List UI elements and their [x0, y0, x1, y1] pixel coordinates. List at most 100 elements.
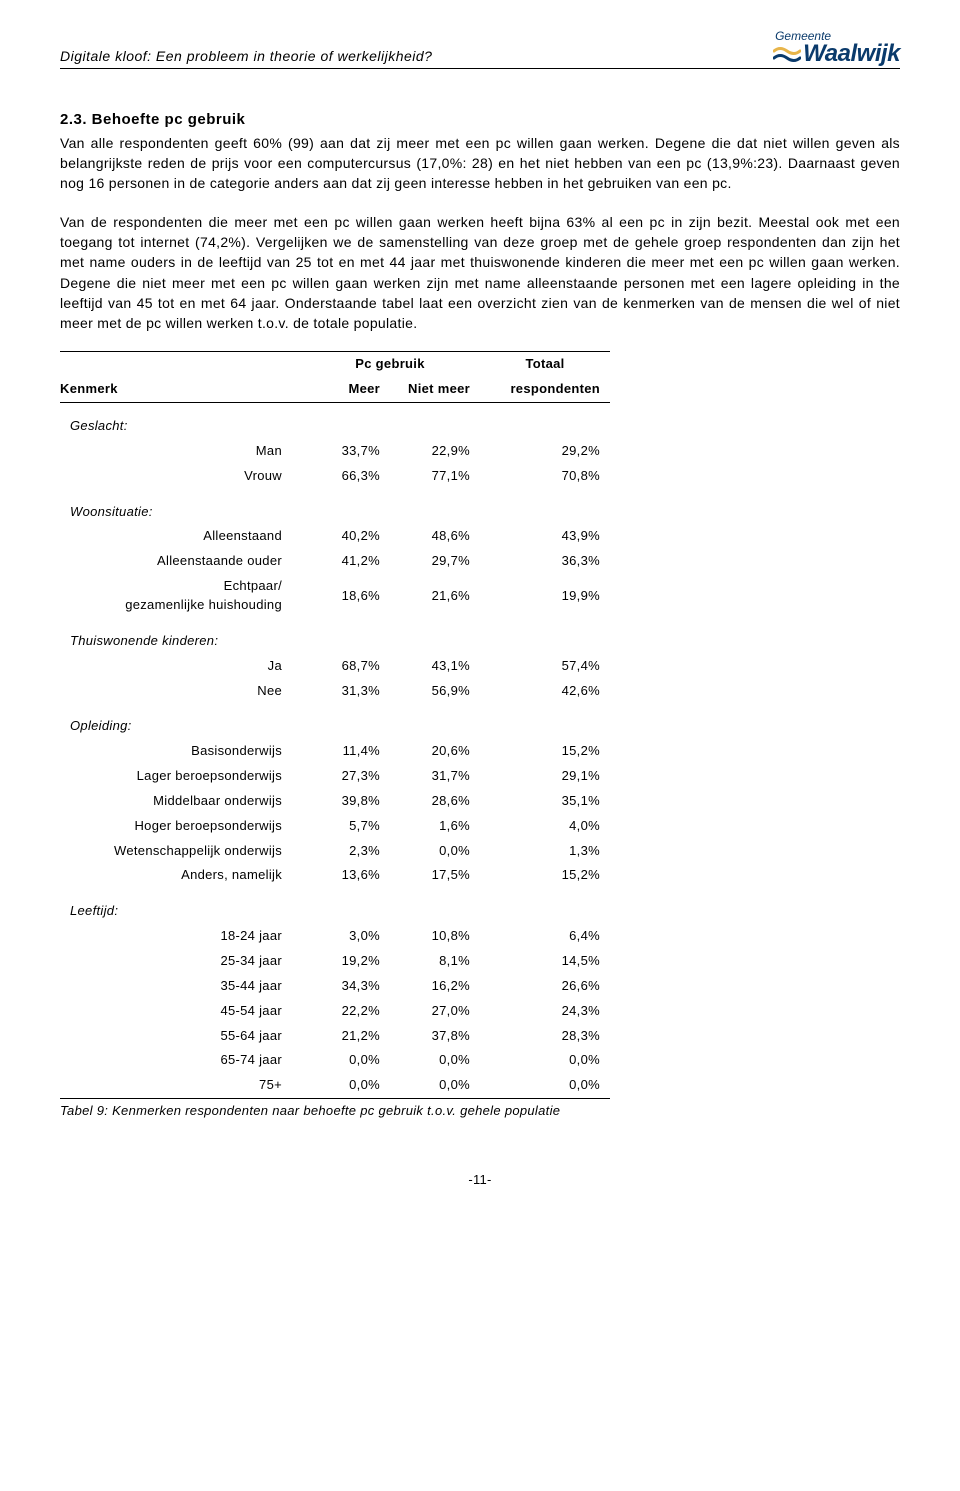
row-label: 55-64 jaar	[60, 1024, 300, 1049]
cell-value: 21,6%	[390, 574, 480, 618]
table-row: 55-64 jaar21,2%37,8%28,3%	[60, 1024, 610, 1049]
cell-value: 27,3%	[300, 764, 390, 789]
cell-value: 0,0%	[390, 1073, 480, 1098]
cell-value: 1,3%	[480, 839, 610, 864]
table-row: 18-24 jaar3,0%10,8%6,4%	[60, 924, 610, 949]
cell-value: 18,6%	[300, 574, 390, 618]
cell-value: 16,2%	[390, 974, 480, 999]
row-label: Alleenstaand	[60, 524, 300, 549]
table-row: 25-34 jaar19,2%8,1%14,5%	[60, 949, 610, 974]
cell-value: 70,8%	[480, 464, 610, 489]
row-label: Vrouw	[60, 464, 300, 489]
cell-value: 41,2%	[300, 549, 390, 574]
cell-value: 0,0%	[300, 1048, 390, 1073]
table-row: Middelbaar onderwijs39,8%28,6%35,1%	[60, 789, 610, 814]
data-table: Pc gebruik Totaal Kenmerk Meer Niet meer…	[60, 351, 610, 1098]
row-label: 65-74 jaar	[60, 1048, 300, 1073]
cell-value: 22,9%	[390, 439, 480, 464]
cell-value: 14,5%	[480, 949, 610, 974]
cell-value: 36,3%	[480, 549, 610, 574]
cell-value: 15,2%	[480, 863, 610, 888]
cell-value: 40,2%	[300, 524, 390, 549]
group-label: Thuiswonende kinderen:	[60, 618, 610, 654]
table-row: 45-54 jaar22,2%27,0%24,3%	[60, 999, 610, 1024]
row-label: Alleenstaande ouder	[60, 549, 300, 574]
cell-value: 13,6%	[300, 863, 390, 888]
paragraph-2: Van de respondenten die meer met een pc …	[60, 212, 900, 334]
col-group-totaal: Totaal	[480, 352, 610, 377]
page-number: -11-	[60, 1171, 900, 1190]
row-label: Nee	[60, 679, 300, 704]
cell-value: 0,0%	[390, 839, 480, 864]
cell-value: 8,1%	[390, 949, 480, 974]
cell-value: 35,1%	[480, 789, 610, 814]
row-label: Wetenschappelijk onderwijs	[60, 839, 300, 864]
cell-value: 26,6%	[480, 974, 610, 999]
doc-title: Digitale kloof: Een probleem in theorie …	[60, 46, 432, 66]
col-nietmeer: Niet meer	[390, 377, 480, 402]
table-row: Ja68,7%43,1%57,4%	[60, 654, 610, 679]
row-label: Echtpaar/gezamenlijke huishouding	[60, 574, 300, 618]
col-kenmerk: Kenmerk	[60, 377, 300, 402]
group-label: Woonsituatie:	[60, 489, 610, 525]
cell-value: 1,6%	[390, 814, 480, 839]
row-label: Basisonderwijs	[60, 739, 300, 764]
cell-value: 77,1%	[390, 464, 480, 489]
col-respondenten: respondenten	[480, 377, 610, 402]
table-row: Nee31,3%56,9%42,6%	[60, 679, 610, 704]
section-heading: 2.3. Behoefte pc gebruik	[60, 109, 900, 131]
cell-value: 0,0%	[390, 1048, 480, 1073]
cell-value: 2,3%	[300, 839, 390, 864]
table-row: Wetenschappelijk onderwijs2,3%0,0%1,3%	[60, 839, 610, 864]
cell-value: 0,0%	[300, 1073, 390, 1098]
row-label: 45-54 jaar	[60, 999, 300, 1024]
cell-value: 34,3%	[300, 974, 390, 999]
table-row: Lager beroepsonderwijs27,3%31,7%29,1%	[60, 764, 610, 789]
cell-value: 66,3%	[300, 464, 390, 489]
cell-value: 56,9%	[390, 679, 480, 704]
cell-value: 43,9%	[480, 524, 610, 549]
table-row: Anders, namelijk13,6%17,5%15,2%	[60, 863, 610, 888]
paragraph-1: Van alle respondenten geeft 60% (99) aan…	[60, 133, 900, 194]
cell-value: 28,3%	[480, 1024, 610, 1049]
table-row: Hoger beroepsonderwijs5,7%1,6%4,0%	[60, 814, 610, 839]
cell-value: 0,0%	[480, 1073, 610, 1098]
table-row: Man33,7%22,9%29,2%	[60, 439, 610, 464]
cell-value: 31,7%	[390, 764, 480, 789]
row-label: Anders, namelijk	[60, 863, 300, 888]
logo: Gemeente Waalwijk	[773, 30, 900, 66]
table-row: Alleenstaand40,2%48,6%43,9%	[60, 524, 610, 549]
table-row: 75+0,0%0,0%0,0%	[60, 1073, 610, 1098]
row-label: 25-34 jaar	[60, 949, 300, 974]
cell-value: 37,8%	[390, 1024, 480, 1049]
row-label: 18-24 jaar	[60, 924, 300, 949]
cell-value: 15,2%	[480, 739, 610, 764]
row-label: 75+	[60, 1073, 300, 1098]
cell-value: 6,4%	[480, 924, 610, 949]
cell-value: 48,6%	[390, 524, 480, 549]
cell-value: 20,6%	[390, 739, 480, 764]
group-label: Leeftijd:	[60, 888, 610, 924]
cell-value: 5,7%	[300, 814, 390, 839]
cell-value: 19,9%	[480, 574, 610, 618]
cell-value: 29,1%	[480, 764, 610, 789]
col-meer: Meer	[300, 377, 390, 402]
table-row: 65-74 jaar0,0%0,0%0,0%	[60, 1048, 610, 1073]
row-label: Ja	[60, 654, 300, 679]
row-label: 35-44 jaar	[60, 974, 300, 999]
cell-value: 3,0%	[300, 924, 390, 949]
row-label: Middelbaar onderwijs	[60, 789, 300, 814]
table-caption: Tabel 9: Kenmerken respondenten naar beh…	[60, 1098, 610, 1121]
group-label: Opleiding:	[60, 703, 610, 739]
cell-value: 19,2%	[300, 949, 390, 974]
cell-value: 29,2%	[480, 439, 610, 464]
table-row: Basisonderwijs11,4%20,6%15,2%	[60, 739, 610, 764]
cell-value: 29,7%	[390, 549, 480, 574]
page-header: Digitale kloof: Een probleem in theorie …	[60, 30, 900, 69]
cell-value: 0,0%	[480, 1048, 610, 1073]
logo-bottom: Waalwijk	[773, 42, 900, 66]
cell-value: 17,5%	[390, 863, 480, 888]
cell-value: 22,2%	[300, 999, 390, 1024]
cell-value: 43,1%	[390, 654, 480, 679]
cell-value: 68,7%	[300, 654, 390, 679]
